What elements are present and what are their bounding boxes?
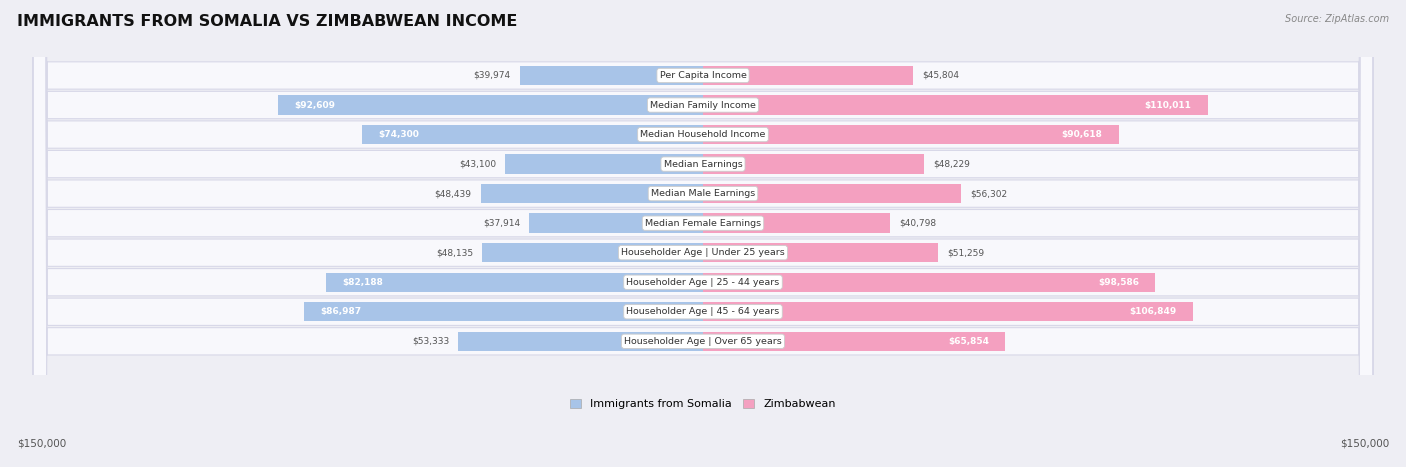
FancyBboxPatch shape [34, 0, 1372, 467]
Text: Per Capita Income: Per Capita Income [659, 71, 747, 80]
Text: Householder Age | 45 - 64 years: Householder Age | 45 - 64 years [627, 307, 779, 316]
Bar [520, 66, 703, 85]
Text: $51,259: $51,259 [948, 248, 984, 257]
FancyBboxPatch shape [34, 0, 1372, 467]
Bar [458, 332, 703, 351]
Text: Householder Age | Over 65 years: Householder Age | Over 65 years [624, 337, 782, 346]
Text: $98,586: $98,586 [1098, 278, 1139, 287]
FancyBboxPatch shape [34, 0, 1372, 467]
Bar [278, 95, 703, 115]
Bar [703, 95, 1208, 115]
Text: $43,100: $43,100 [458, 160, 496, 169]
Text: $48,439: $48,439 [434, 189, 471, 198]
Text: $65,854: $65,854 [948, 337, 988, 346]
Text: Median Family Income: Median Family Income [650, 100, 756, 110]
Text: Median Female Earnings: Median Female Earnings [645, 219, 761, 227]
Text: $110,011: $110,011 [1144, 100, 1191, 110]
Text: $74,300: $74,300 [378, 130, 419, 139]
Bar [703, 66, 912, 85]
Text: $48,135: $48,135 [436, 248, 472, 257]
Text: $37,914: $37,914 [482, 219, 520, 227]
Text: $39,974: $39,974 [474, 71, 510, 80]
Bar [529, 213, 703, 233]
Text: $106,849: $106,849 [1130, 307, 1177, 316]
Text: Householder Age | 25 - 44 years: Householder Age | 25 - 44 years [627, 278, 779, 287]
Bar [703, 155, 924, 174]
Text: $48,229: $48,229 [934, 160, 970, 169]
Text: $86,987: $86,987 [321, 307, 361, 316]
Bar [363, 125, 703, 144]
Text: Source: ZipAtlas.com: Source: ZipAtlas.com [1285, 14, 1389, 24]
Bar [505, 155, 703, 174]
Bar [703, 125, 1119, 144]
FancyBboxPatch shape [34, 0, 1372, 467]
FancyBboxPatch shape [34, 0, 1372, 467]
Text: Householder Age | Under 25 years: Householder Age | Under 25 years [621, 248, 785, 257]
Bar [481, 184, 703, 203]
Text: Median Earnings: Median Earnings [664, 160, 742, 169]
Bar [482, 243, 703, 262]
Text: $92,609: $92,609 [294, 100, 335, 110]
Bar [703, 213, 890, 233]
Bar [703, 273, 1156, 292]
FancyBboxPatch shape [34, 0, 1372, 467]
Text: $150,000: $150,000 [17, 439, 66, 448]
FancyBboxPatch shape [34, 0, 1372, 467]
FancyBboxPatch shape [34, 0, 1372, 467]
Text: $45,804: $45,804 [922, 71, 959, 80]
FancyBboxPatch shape [34, 0, 1372, 467]
Bar [703, 184, 962, 203]
Text: IMMIGRANTS FROM SOMALIA VS ZIMBABWEAN INCOME: IMMIGRANTS FROM SOMALIA VS ZIMBABWEAN IN… [17, 14, 517, 29]
Text: $150,000: $150,000 [1340, 439, 1389, 448]
Bar [703, 302, 1194, 321]
Bar [703, 332, 1005, 351]
Bar [326, 273, 703, 292]
Text: $53,333: $53,333 [412, 337, 449, 346]
Text: $82,188: $82,188 [342, 278, 382, 287]
Text: $40,798: $40,798 [900, 219, 936, 227]
Text: Median Household Income: Median Household Income [640, 130, 766, 139]
Text: Median Male Earnings: Median Male Earnings [651, 189, 755, 198]
Text: $90,618: $90,618 [1062, 130, 1102, 139]
Bar [304, 302, 703, 321]
Text: $56,302: $56,302 [970, 189, 1008, 198]
Legend: Immigrants from Somalia, Zimbabwean: Immigrants from Somalia, Zimbabwean [565, 394, 841, 413]
Bar [703, 243, 938, 262]
FancyBboxPatch shape [34, 0, 1372, 467]
